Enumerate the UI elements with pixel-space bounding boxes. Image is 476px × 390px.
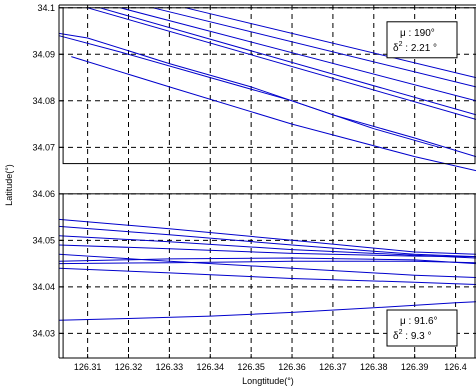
x-tick-label: 126.34 [196,362,224,372]
series-line [58,244,476,258]
region-box [62,7,476,165]
x-tick-label: 126.39 [401,362,429,372]
series-line [58,32,476,158]
variance-value: : 9.3 ° [402,331,431,342]
x-tick-label: 126.38 [360,362,388,372]
variance-exponent: 2 [399,329,403,336]
annotation-box [386,309,458,347]
y-tick-label: 34.04 [32,282,55,292]
x-tick-label: 126.36 [278,362,306,372]
annotation-mean: μ : 91.6° [400,316,438,327]
variance-value: : 2.21 ° [402,43,437,54]
y-tick-label: 34.09 [32,49,55,59]
x-tick-label: 126.37 [319,362,347,372]
series-line [58,257,476,265]
region-group: μ : 190°δ2 : 2.21 °μ : 91.6°δ2 : 9.3 ° [62,7,476,359]
series-group [58,7,476,321]
series-line [58,35,440,148]
x-tick-label: 126.4 [444,362,467,372]
y-tick-label: 34.03 [32,328,55,338]
y-tick-label: 34.08 [32,96,55,106]
series-line [152,7,476,88]
series-line [58,218,476,255]
annotation-variance: δ2 : 9.3 ° [393,329,432,342]
x-tick-label: 126.31 [74,362,102,372]
y-axis-label: Latitude(°) [4,164,14,206]
series-line [58,225,476,258]
annotation-mean: μ : 190° [400,28,435,39]
y-tick-label: 34.1 [37,3,55,13]
series-line [58,260,476,265]
series-line [58,253,476,278]
series-line [71,56,476,172]
x-axis-label: Longtitude(°) [242,376,294,386]
annotation-box [386,21,458,59]
ticks: 126.31 126.32 126.33 126.34 126.35 126.36 126.… [32,3,466,372]
x-tick-label: 126.32 [115,362,143,372]
annotation-variance: δ2 : 2.21 ° [393,41,437,54]
y-tick-label: 34.05 [32,235,55,245]
series-line [87,7,476,120]
series-line [58,301,476,321]
x-tick-label: 126.35 [237,362,265,372]
y-tick-label: 34.06 [32,189,55,199]
series-line [99,7,476,116]
variance-exponent: 2 [399,41,403,48]
series-line [120,7,476,102]
variance-symbol: δ [393,43,399,54]
series-line [185,7,476,79]
series-line [58,267,476,285]
variance-symbol: δ [393,331,399,342]
y-tick-label: 34.07 [32,142,55,152]
x-tick-label: 126.33 [156,362,184,372]
